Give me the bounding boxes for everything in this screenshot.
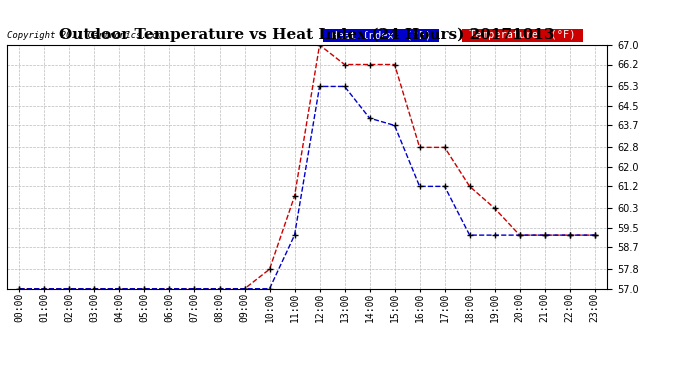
Text: Copyright 2017 Cartronics.com: Copyright 2017 Cartronics.com	[7, 31, 163, 40]
Text: Heat Index  (°F): Heat Index (°F)	[325, 30, 437, 40]
Title: Outdoor Temperature vs Heat Index (24 Hours) 20171013: Outdoor Temperature vs Heat Index (24 Ho…	[59, 28, 555, 42]
Text: Temperature  (°F): Temperature (°F)	[463, 30, 582, 40]
